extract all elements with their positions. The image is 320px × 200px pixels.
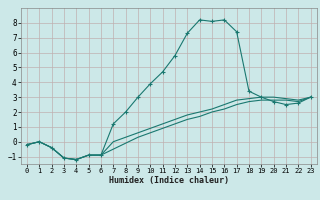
- X-axis label: Humidex (Indice chaleur): Humidex (Indice chaleur): [109, 176, 229, 185]
